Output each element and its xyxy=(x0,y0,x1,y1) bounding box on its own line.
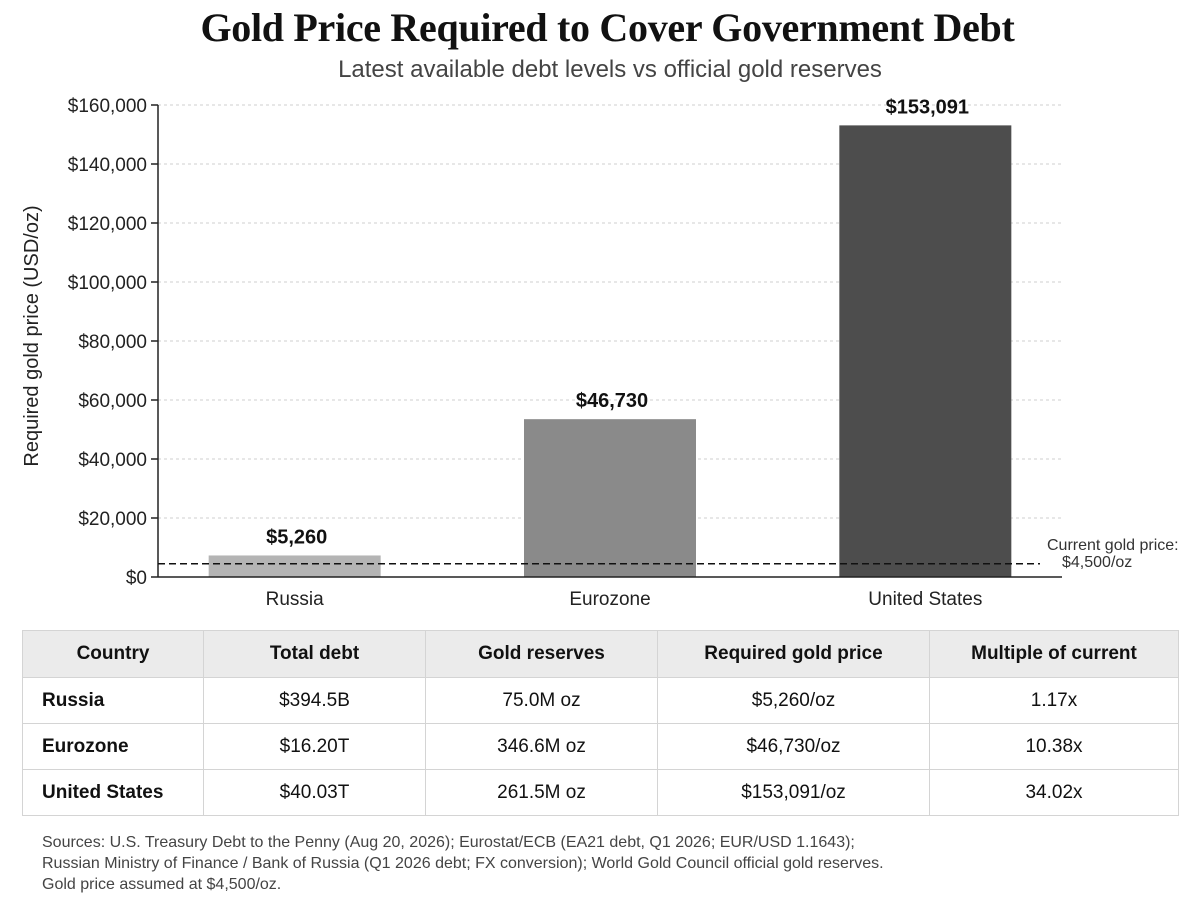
bar xyxy=(208,555,381,577)
reference-line-label: Current gold price: xyxy=(1047,537,1179,554)
sources-line: Sources: U.S. Treasury Debt to the Penny… xyxy=(42,834,855,851)
table-header-cell: Required gold price xyxy=(657,630,930,678)
data-table: Country Total debt Gold reserves Require… xyxy=(22,630,1179,816)
chart-title: Gold Price Required to Cover Government … xyxy=(200,5,1015,50)
table-row: United States $40.03T 261.5M oz $153,091… xyxy=(22,769,1179,816)
table-cell: $46,730/oz xyxy=(657,723,930,770)
reference-line-group: Current gold price:$4,500/oz xyxy=(158,537,1179,571)
sources-line: Gold price assumed at $4,500/oz. xyxy=(42,876,282,893)
table-cell: $16.20T xyxy=(203,723,426,770)
y-tick-label: $160,000 xyxy=(68,96,147,117)
table-cell-country: Eurozone xyxy=(22,723,204,770)
x-tick-label: Russia xyxy=(266,589,325,610)
y-ticks: $0 $20,000 $40,000 $60,000 $80,000 $100,000 $1… xyxy=(68,96,158,589)
table-cell-country: Russia xyxy=(22,677,204,724)
table-cell: 75.0M oz xyxy=(425,677,658,724)
table-cell: $394.5B xyxy=(203,677,426,724)
x-tick-label: United States xyxy=(868,589,982,610)
bar-chart: $5,260 $46,730 $153,091 $0 $20,000 $40,000 $6… xyxy=(21,96,1179,610)
table-row: Russia $394.5B 75.0M oz $5,260/oz 1.17x xyxy=(22,677,1179,724)
y-tick-label: $80,000 xyxy=(78,332,147,353)
table-cell: $153,091/oz xyxy=(657,769,930,816)
table-cell: $5,260/oz xyxy=(657,677,930,724)
bar-value-label: $46,730 xyxy=(576,390,648,412)
y-tick-label: $20,000 xyxy=(78,509,147,530)
sources-note: Sources: U.S. Treasury Debt to the Penny… xyxy=(42,832,1162,895)
x-tick-label: Eurozone xyxy=(569,589,650,610)
table-cell: 261.5M oz xyxy=(425,769,658,816)
table-row: Eurozone $16.20T 346.6M oz $46,730/oz 10… xyxy=(22,723,1179,770)
y-tick-label: $60,000 xyxy=(78,391,147,412)
y-tick-label: $100,000 xyxy=(68,273,147,294)
table-cell: 10.38x xyxy=(929,723,1179,770)
table-header-cell: Total debt xyxy=(203,630,426,678)
bar xyxy=(839,125,1012,577)
bar-value-label: $153,091 xyxy=(886,96,969,118)
table-cell: 346.6M oz xyxy=(425,723,658,770)
sources-line: Russian Ministry of Finance / Bank of Ru… xyxy=(42,855,884,872)
y-tick-label: $40,000 xyxy=(78,450,147,471)
x-tick-labels: Russia Eurozone United States xyxy=(266,589,983,610)
y-axis-label: Required gold price (USD/oz) xyxy=(21,205,43,466)
table-cell: 1.17x xyxy=(929,677,1179,724)
y-tick-label: $0 xyxy=(126,568,147,589)
table-cell: 34.02x xyxy=(929,769,1179,816)
table-header-cell: Gold reserves xyxy=(425,630,658,678)
table-cell-country: United States xyxy=(22,769,204,816)
y-tick-label: $140,000 xyxy=(68,155,147,176)
bar xyxy=(524,419,696,577)
table-header-cell: Multiple of current xyxy=(929,630,1179,678)
table-header-cell: Country xyxy=(22,630,204,678)
y-tick-label: $120,000 xyxy=(68,214,147,235)
bars: $5,260 $46,730 $153,091 xyxy=(208,96,1012,577)
chart-subtitle: Latest available debt levels vs official… xyxy=(338,56,882,83)
bar-value-label: $5,260 xyxy=(266,526,327,548)
reference-line-value: $4,500/oz xyxy=(1062,554,1132,571)
table-header-row: Country Total debt Gold reserves Require… xyxy=(22,630,1179,678)
table-cell: $40.03T xyxy=(203,769,426,816)
